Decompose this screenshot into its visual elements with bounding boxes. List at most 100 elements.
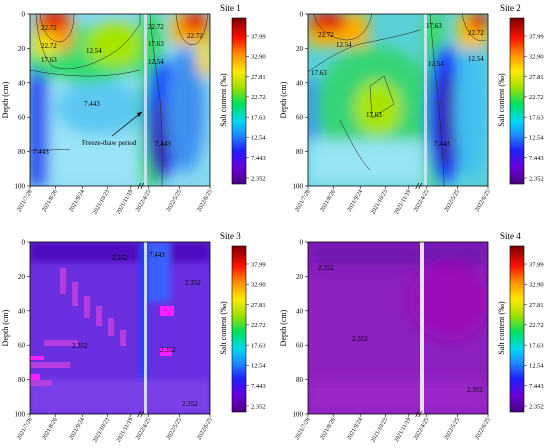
site4-colorbar-tick-label: 7.443: [529, 383, 544, 390]
site4-contour-labels: 2.352 2.352 2.352: [318, 264, 483, 394]
site1-contour-label: 22.72: [41, 42, 57, 50]
site1-contour-label: 12.54: [86, 47, 102, 55]
site1-contour-label: 7.443: [33, 148, 49, 156]
site1-ytick-label: 20: [18, 45, 26, 53]
site3-xtick-label: 2022/5/25: [166, 417, 183, 441]
site3-ytick-label: 0: [22, 239, 26, 247]
site1-contour-label: 17.63: [41, 56, 57, 64]
site1-colorbar-tick-label: 7.443: [251, 155, 266, 162]
site2-axis-break: [415, 182, 420, 190]
site1-colorbar-tick-label: 12.54: [251, 135, 266, 142]
site4-ytick-label: 100: [293, 411, 304, 419]
site4-contour-label: 2.352: [352, 335, 368, 343]
site3-contour-label: 2.352: [72, 342, 88, 350]
colorbar-1: [231, 17, 247, 185]
site3-ylabel: Depth (cm): [1, 309, 10, 346]
site1-xtick-label: 2021/8/26: [42, 189, 59, 213]
site3-ytick-label: 100: [15, 411, 26, 419]
site2-colorbar-tick-label: 7.443: [529, 155, 544, 162]
site3-contour-label: 2.352: [112, 254, 128, 262]
site1-contour-label: 22.72: [41, 24, 57, 32]
site1-contour-label: 7.443: [84, 100, 100, 108]
site1-xtick-label: 2021/10/23: [92, 189, 111, 216]
site2-ytick-label: 40: [296, 79, 304, 87]
site4-contour-label: 2.352: [467, 386, 483, 394]
site1-xtick-label: 2021/9/24: [69, 189, 86, 213]
site2-xtick-label: 2021/7/28: [294, 189, 311, 213]
site1-axis-break: [137, 182, 142, 190]
site1-contour-label: 22.72: [148, 23, 164, 31]
site1-ytick-label: 40: [18, 79, 26, 87]
site2-colorbar-tick-label: 22.72: [529, 94, 544, 101]
site4-xtick-label: 2021/8/26: [320, 417, 337, 441]
site4-contour-label: 2.352: [318, 264, 334, 272]
site4-heatmap: [308, 242, 488, 414]
svg-text:Freeze-thaw period: Freeze-thaw period: [82, 139, 137, 147]
site1-colorbar-tick-label: 2.352: [251, 175, 266, 182]
site3-colorbar-tick-label: 32.90: [251, 282, 266, 289]
site2-axis-break: [418, 182, 423, 190]
site2-ytick-label: 20: [296, 45, 304, 53]
site3-colorbar-tick-label: 12.54: [251, 363, 266, 370]
site4-xtick-label: 2022/6/25: [474, 417, 491, 441]
site4-colorbar-tick-label: 17.63: [529, 342, 544, 349]
site1-title: Site 1: [220, 3, 241, 13]
site2-colorbar-label: Salt content (‰): [497, 73, 506, 127]
site3-axis-break: [140, 410, 145, 418]
site1-contour-label: 17.63: [148, 40, 164, 48]
site1-ytick-label: 60: [18, 114, 26, 122]
site3-ytick-label: 20: [18, 273, 26, 281]
site4-xtick-label: 2021/7/28: [294, 417, 311, 441]
site2-xtick-label: 2022/4/25: [413, 189, 430, 213]
site4-colorbar-tick-label: 37.99: [529, 261, 544, 268]
site1-xtick-label: 2022/4/25: [135, 189, 152, 213]
site3-title: Site 3: [220, 231, 241, 241]
site3-xtick-label: 2021/7/28: [16, 417, 33, 441]
site2-xtick-label: 2021/8/26: [320, 189, 337, 213]
site2-colorbar-tick-label: 27.81: [529, 74, 544, 81]
site1-ytick-label: 100: [15, 183, 26, 191]
site1-ylabel: Depth (cm): [1, 81, 10, 118]
site4-colorbar-tick-label: 27.81: [529, 302, 544, 309]
site1-colorbar-tick-label: 22.72: [251, 94, 266, 101]
site1-colorbar-tick-label: 17.63: [251, 114, 266, 121]
colorbar-2: [509, 17, 525, 185]
site1-ytick-label: 0: [22, 11, 26, 19]
site2-contour-label: 22.72: [318, 31, 334, 39]
site3-colorbar-tick-label: 22.72: [251, 322, 266, 329]
site2-title: Site 2: [500, 3, 521, 13]
site1-xtick-label: 2022/6/25: [196, 189, 213, 213]
site1-xtick-label: 2021/11/19: [116, 189, 135, 215]
site2-ytick-label: 60: [296, 114, 304, 122]
site4-axis-break: [418, 410, 423, 418]
site4-xtick-label: 2021/10/23: [370, 417, 389, 444]
site2-ytick-label: 0: [300, 11, 304, 19]
site2-xtick-label: 2021/9/24: [347, 189, 364, 213]
site2-contour-label: 17.63: [366, 111, 382, 119]
site3-contour-label: 7.443: [149, 251, 165, 259]
site3-heatmap: [30, 242, 210, 414]
site3-colorbar-label: Salt content (‰): [219, 301, 228, 355]
site1-heatmap: [30, 14, 210, 186]
site1-colorbar-label: Salt content (‰): [219, 73, 228, 127]
site4-ytick-label: 20: [296, 273, 304, 281]
site2-xtick-label: 2022/6/25: [474, 189, 491, 213]
site3-colorbar-tick-label: 17.63: [251, 342, 266, 349]
site2-contour-label: 22.72: [468, 29, 484, 37]
site4-ytick-label: 80: [296, 376, 304, 384]
colorbar-3: [231, 245, 247, 413]
site2-contour-label: 12.54: [428, 60, 444, 68]
site3-xtick-label: 2021/9/24: [69, 417, 86, 441]
site1-axis-break: [140, 182, 145, 190]
site4-xtick-label: 2022/4/25: [413, 417, 430, 441]
site3-contour-label: 2.352: [182, 400, 198, 408]
site1-xtick-label: 2021/7/28: [16, 189, 33, 213]
site4-xtick-label: 2022/5/25: [444, 417, 461, 441]
site2-colorbar-tick-label: 12.54: [529, 135, 544, 142]
site2-ytick-label: 100: [293, 183, 304, 191]
site3-colorbar-tick-label: 7.443: [251, 383, 266, 390]
site2-colorbar-tick-label: 2.352: [529, 175, 544, 182]
site2-colorbar-tick-label: 37.99: [529, 33, 544, 40]
site4-ytick-label: 40: [296, 307, 304, 315]
